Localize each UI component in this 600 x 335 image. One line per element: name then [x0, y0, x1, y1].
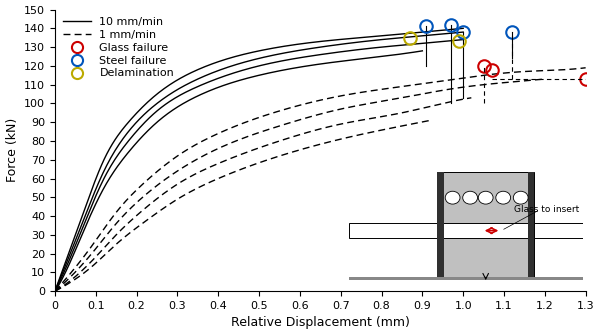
- X-axis label: Relative Displacement (mm): Relative Displacement (mm): [231, 317, 410, 329]
- Y-axis label: Force (kN): Force (kN): [5, 118, 19, 183]
- Legend: 10 mm/min, 1 mm/min, Glass failure, Steel failure, Delamination: 10 mm/min, 1 mm/min, Glass failure, Stee…: [61, 15, 176, 81]
